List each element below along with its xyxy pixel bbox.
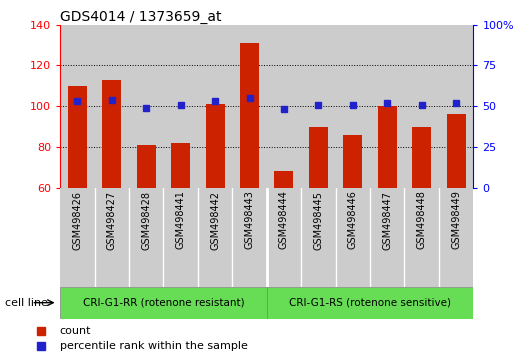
Bar xyxy=(343,135,362,188)
Bar xyxy=(267,287,473,319)
Bar xyxy=(60,287,267,319)
Bar xyxy=(137,145,156,188)
Text: cell line: cell line xyxy=(5,298,48,308)
Bar xyxy=(378,106,397,188)
Text: GSM498443: GSM498443 xyxy=(245,190,255,250)
Bar xyxy=(103,80,121,188)
Bar xyxy=(68,86,87,188)
Bar xyxy=(275,171,293,188)
Bar xyxy=(171,143,190,188)
Text: GSM498446: GSM498446 xyxy=(348,190,358,250)
Text: CRI-G1-RR (rotenone resistant): CRI-G1-RR (rotenone resistant) xyxy=(83,298,244,308)
Bar xyxy=(404,25,439,188)
Bar xyxy=(267,25,301,188)
Bar xyxy=(301,25,336,188)
Text: GSM498427: GSM498427 xyxy=(107,190,117,250)
Bar xyxy=(439,25,473,188)
Bar xyxy=(412,127,431,188)
Bar xyxy=(447,114,465,188)
Bar xyxy=(95,25,129,188)
Bar xyxy=(206,104,224,188)
Bar xyxy=(163,25,198,188)
Text: GSM498444: GSM498444 xyxy=(279,190,289,250)
Text: GSM498426: GSM498426 xyxy=(72,190,82,250)
Text: GSM498447: GSM498447 xyxy=(382,190,392,250)
Bar xyxy=(309,127,328,188)
Text: GDS4014 / 1373659_at: GDS4014 / 1373659_at xyxy=(60,10,222,24)
Text: GSM498445: GSM498445 xyxy=(313,190,323,250)
Bar xyxy=(336,25,370,188)
Text: GSM498441: GSM498441 xyxy=(176,190,186,250)
Bar xyxy=(129,25,163,188)
Text: CRI-G1-RS (rotenone sensitive): CRI-G1-RS (rotenone sensitive) xyxy=(289,298,451,308)
Text: GSM498448: GSM498448 xyxy=(417,190,427,250)
Bar xyxy=(240,43,259,188)
Text: GSM498428: GSM498428 xyxy=(141,190,151,250)
Text: count: count xyxy=(60,326,91,336)
Text: GSM498449: GSM498449 xyxy=(451,190,461,250)
Bar xyxy=(198,25,232,188)
Bar xyxy=(232,25,267,188)
Text: GSM498442: GSM498442 xyxy=(210,190,220,250)
Bar xyxy=(60,25,95,188)
Bar xyxy=(370,25,404,188)
Text: percentile rank within the sample: percentile rank within the sample xyxy=(60,341,247,351)
